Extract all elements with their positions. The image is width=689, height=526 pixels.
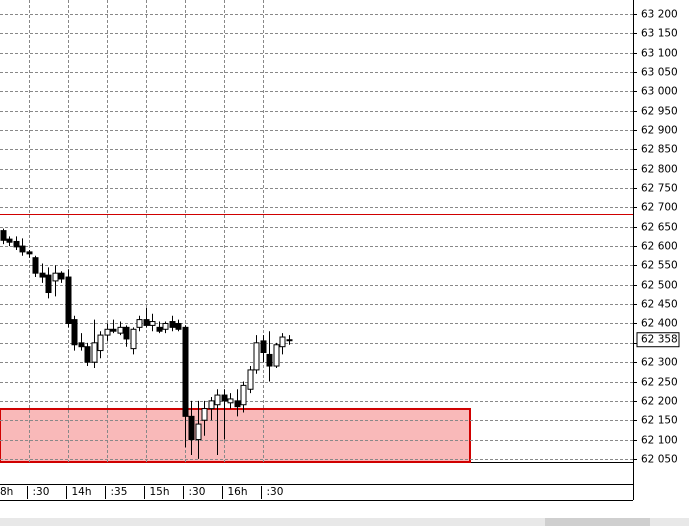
candle-body: [182, 326, 189, 417]
y-tick-label: 63 150: [641, 28, 678, 40]
candle-body: [78, 342, 85, 348]
y-tick-label: 62 700: [641, 202, 678, 214]
candle-body: [234, 400, 241, 408]
y-tick-label: 62 200: [641, 396, 678, 408]
y-tick-label: 62 800: [641, 164, 678, 176]
candle-body: [279, 336, 286, 348]
candle-body: [175, 322, 182, 330]
candle-body: [117, 326, 124, 334]
candle-body: [26, 251, 33, 255]
candle-body: [104, 328, 111, 336]
candle-body: [84, 346, 91, 363]
candle-body: [130, 328, 137, 350]
y-tick-label: 62 750: [641, 183, 678, 195]
candle-body: [123, 326, 130, 340]
candle-body: [32, 257, 39, 274]
candle-body: [52, 272, 59, 282]
x-tick-label: :35: [111, 486, 128, 498]
y-tick-label: 62 500: [641, 280, 678, 292]
candle-body: [156, 326, 163, 332]
candle-body: [13, 240, 20, 248]
y-tick-label: 62 450: [641, 299, 678, 311]
y-tick-label: 62 400: [641, 318, 678, 330]
scrollbar-thumb[interactable]: [545, 518, 650, 526]
candle-body: [162, 322, 169, 330]
candle-body: [149, 321, 156, 326]
candle-body: [208, 400, 215, 410]
candle-body: [19, 245, 26, 253]
demand-zone: [0, 407, 471, 464]
candle-body: [201, 408, 208, 421]
candle-body: [45, 274, 52, 294]
y-tick-label: 63 100: [641, 48, 678, 60]
candle-body: [227, 398, 234, 404]
last-price-label: 62 358: [641, 334, 678, 346]
candle-body: [65, 276, 72, 324]
candle-body: [169, 321, 176, 328]
scrollbar-track[interactable]: [0, 518, 689, 526]
candle-body: [240, 384, 247, 406]
y-tick-label: 62 600: [641, 241, 678, 253]
candle-body: [143, 319, 150, 326]
candle-body: [0, 230, 7, 241]
x-tick-label: :30: [33, 486, 50, 498]
y-tick-label: 62 900: [641, 125, 678, 137]
y-tick-label: 63 000: [641, 86, 678, 98]
last-price-box: [636, 332, 680, 348]
candle-body: [214, 394, 221, 406]
candle-body: [273, 344, 280, 367]
candle-body: [58, 272, 65, 280]
candle-body: [247, 369, 254, 390]
y-tick-label: 62 250: [641, 377, 678, 389]
y-tick-label: 62 850: [641, 144, 678, 156]
x-tick-label: :30: [267, 486, 284, 498]
candle-body: [39, 272, 46, 278]
candle-body: [286, 339, 293, 342]
y-tick-label: 62 100: [641, 435, 678, 447]
candle-body: [97, 334, 104, 352]
x-tick-label: 14h: [72, 486, 92, 498]
candle-body: [260, 340, 267, 353]
x-tick-label: 15h: [150, 486, 170, 498]
y-tick-label: 62 300: [641, 357, 678, 369]
candle-body: [110, 328, 117, 332]
candle-body: [136, 319, 143, 328]
candle-body: [71, 319, 78, 346]
y-tick-label: 62 950: [641, 106, 678, 118]
y-tick-label: 62 150: [641, 415, 678, 427]
x-tick-label: 8h: [0, 486, 13, 498]
candle-body: [253, 342, 260, 371]
x-tick-label: :30: [189, 486, 206, 498]
y-tick-label: 63 200: [641, 9, 678, 21]
x-tick-label: 16h: [228, 486, 248, 498]
y-tick-label: 62 550: [641, 260, 678, 272]
candle-body: [188, 415, 195, 441]
y-tick-label: 63 050: [641, 67, 678, 79]
candle-body: [221, 394, 228, 402]
candle-body: [266, 353, 273, 367]
candle-body: [195, 423, 202, 441]
y-tick-label: 62 650: [641, 222, 678, 234]
candle-body: [6, 238, 13, 243]
candle-body: [91, 342, 98, 363]
y-tick-label: 62 050: [641, 454, 678, 466]
